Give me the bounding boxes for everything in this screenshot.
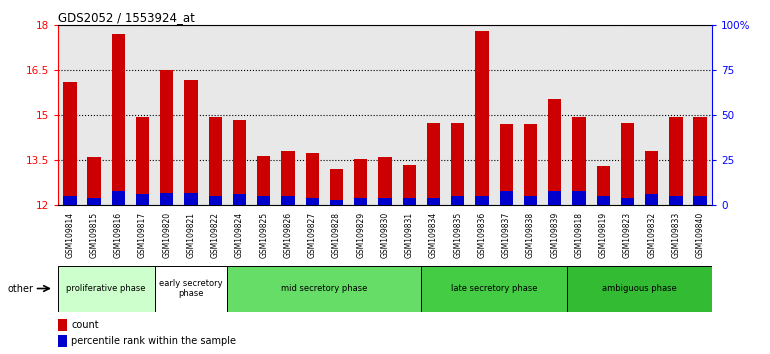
Bar [160,70,173,205]
Bar [524,124,537,205]
Bar [403,198,416,205]
Text: proliferative phase: proliferative phase [66,284,146,293]
Bar [209,196,222,205]
Bar [694,116,707,205]
Bar [63,196,76,205]
Bar [330,169,343,205]
Bar [621,198,634,205]
Bar [548,191,561,205]
Bar [694,196,707,205]
Bar [281,151,295,205]
Text: other: other [8,284,34,293]
Text: count: count [71,320,99,330]
Bar [88,198,101,205]
Bar [475,31,489,205]
Bar [306,153,319,205]
Bar [572,191,586,205]
Bar [136,116,149,205]
Bar [378,198,392,205]
Text: mid secretory phase: mid secretory phase [281,284,367,293]
Bar [572,116,586,205]
Bar [112,191,125,205]
Bar [136,194,149,205]
Bar [475,196,489,205]
Bar [567,266,712,312]
Bar [524,196,537,205]
Bar [427,122,440,205]
Bar [184,80,198,205]
Text: percentile rank within the sample: percentile rank within the sample [71,336,236,346]
Bar [354,159,367,205]
Bar [233,194,246,205]
Bar [451,196,464,205]
Bar [58,335,68,347]
Bar [184,193,198,205]
Bar [58,266,155,312]
Bar [257,156,270,205]
Bar [597,196,610,205]
Bar [645,151,658,205]
Bar [451,122,464,205]
Bar [233,120,246,205]
Bar [63,82,76,205]
Bar [88,157,101,205]
Text: ambiguous phase: ambiguous phase [602,284,677,293]
Bar [227,266,421,312]
Text: GDS2052 / 1553924_at: GDS2052 / 1553924_at [58,11,195,24]
Bar [281,196,295,205]
Bar [155,266,227,312]
Bar [621,122,634,205]
Bar [427,198,440,205]
Bar [306,198,319,205]
Bar [669,116,682,205]
Text: early secretory
phase: early secretory phase [159,279,223,298]
Bar [500,191,513,205]
Bar [548,98,561,205]
Bar [160,193,173,205]
Bar [209,116,222,205]
Bar [330,200,343,205]
Bar [669,196,682,205]
Bar [597,166,610,205]
Bar [403,165,416,205]
Bar [112,34,125,205]
Bar [257,196,270,205]
Bar [58,319,68,331]
Text: late secretory phase: late secretory phase [450,284,537,293]
Bar [378,157,392,205]
Bar [500,124,513,205]
Bar [421,266,567,312]
Bar [354,198,367,205]
Bar [645,194,658,205]
